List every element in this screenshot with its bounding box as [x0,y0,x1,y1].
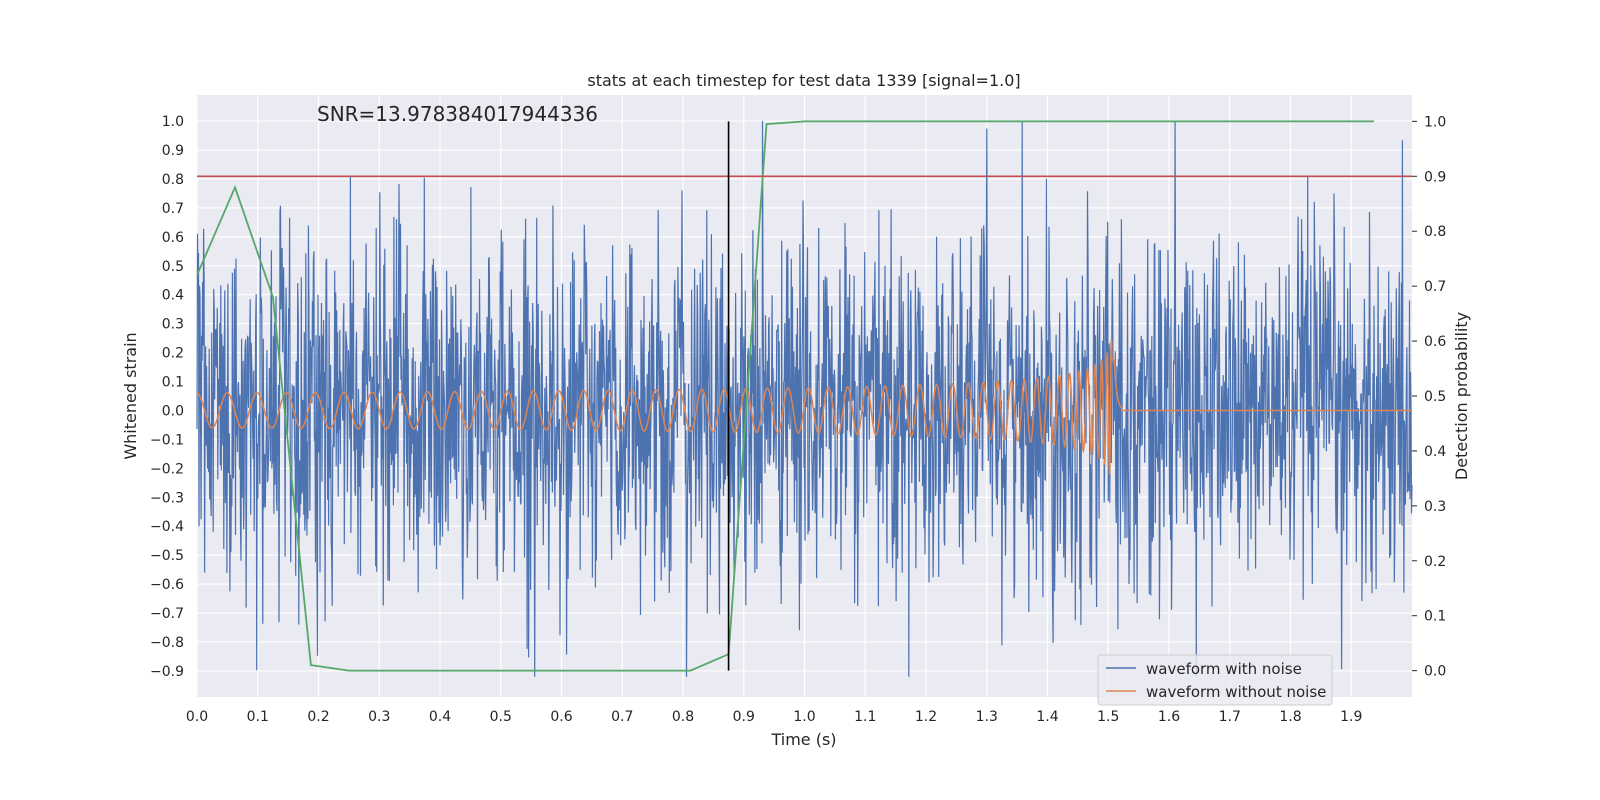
legend-frame [1097,654,1333,706]
x-tick-label: 1.6 [1158,709,1180,725]
y-left-tick-label: 0.9 [162,143,184,159]
y-right-tick-label: 0.8 [1424,224,1446,240]
y-left-tick-label: −0.1 [150,432,184,448]
y-left-tick-label: 0.2 [162,346,184,362]
x-tick-label: 1.5 [1097,709,1119,725]
chart-title: stats at each timestep for test data 133… [587,71,1020,90]
y-right-tick-label: 0.3 [1424,499,1446,515]
x-tick-label: 0.4 [429,709,451,725]
x-tick-label: 0.5 [490,709,512,725]
probability-line [196,120,1374,672]
y-right-tick-label: 0.2 [1424,554,1446,570]
y-left-tick-label: −0.6 [150,577,184,593]
x-tick-label: 0.1 [247,709,269,725]
y-axis-left-label: Whitened strain [121,332,140,459]
y-right-tick-label: 0.5 [1424,389,1446,405]
y-right-tick-label: 0.6 [1424,334,1446,350]
x-tick-label: 0.0 [186,709,208,725]
reference-lines [197,121,1412,671]
y-left-tick-label: 0.3 [162,317,184,333]
legend: waveform with noise waveform without noi… [1097,654,1333,706]
y-left-tick-label: −0.4 [150,519,184,535]
legend-label-with-noise: waveform with noise [1146,660,1302,678]
y-left-tick-label: 0.0 [162,403,184,419]
snr-annotation: SNR=13.978384017944336 [317,102,598,126]
y-left-tick-label: 1.0 [162,114,184,130]
y-left-tick-label: −0.5 [150,548,184,564]
y-left-tick-label: 0.5 [162,259,184,275]
y-right-tick-label: 0.0 [1424,664,1446,680]
y-right-tick-label: 1.0 [1424,114,1446,130]
x-tick-label: 0.2 [307,709,329,725]
series-waveform-without-noise [197,338,1412,475]
legend-label-without-noise: waveform without noise [1146,683,1326,701]
x-axis-label: Time (s) [770,730,836,749]
y-left-tick-label: 0.8 [162,172,184,188]
y-right-tick-label: 0.4 [1424,444,1446,460]
x-tick-label: 1.2 [915,709,937,725]
x-tick-label: 0.7 [611,709,633,725]
tick-labels: 0.0 0.1 0.2 0.3 0.4 0.5 0.6 0.7 0.8 0.9 1.0 1.1 1.2 1… [150,114,1446,725]
x-tick-label: 1.1 [854,709,876,725]
y-left-tick-label: 0.1 [162,375,184,391]
y-left-tick-label: −0.2 [150,461,184,477]
x-tick-label: 1.3 [976,709,998,725]
x-tick-label: 0.3 [368,709,390,725]
y-left-tick-label: −0.7 [150,606,184,622]
y-left-tick-label: −0.8 [150,635,184,651]
x-tick-label: 1.0 [793,709,815,725]
y-right-tick-label: 0.1 [1424,609,1446,625]
x-tick-label: 1.7 [1219,709,1241,725]
x-tick-label: 1.8 [1279,709,1301,725]
y-left-tick-label: −0.3 [150,490,184,506]
series-detection-probability [196,120,1374,672]
x-tick-label: 0.9 [733,709,755,725]
x-tick-label: 1.9 [1340,709,1362,725]
y-left-tick-label: −0.9 [150,664,184,680]
y-right-tick-label: 0.7 [1424,279,1446,295]
y-left-tick-label: 0.7 [162,201,184,217]
y-left-tick-label: 0.4 [162,288,184,304]
chirp-line [197,338,1412,475]
x-tick-label: 1.4 [1036,709,1058,725]
x-tick-label: 0.6 [550,709,572,725]
grid-lines [196,95,1412,697]
y-right-tick-label: 0.9 [1424,169,1446,185]
y-axis-right-label: Detection probability [1452,312,1471,480]
y-left-tick-label: 0.6 [162,230,184,246]
x-tick-label: 0.8 [672,709,694,725]
